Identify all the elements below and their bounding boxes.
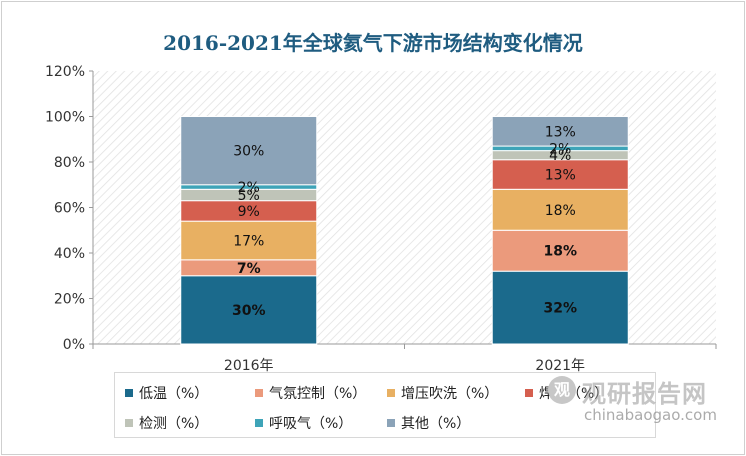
legend-label: 呼吸气（%）: [269, 416, 353, 432]
y-tick-label: 120%: [45, 64, 85, 80]
legend-label: 增压吹洗（%）: [401, 386, 499, 402]
legend-item: 增压吹洗（%）: [387, 383, 498, 403]
bar-segment: [180, 220, 318, 261]
x-tick-label: 2016年: [224, 358, 274, 374]
data-label: 13%: [545, 124, 576, 140]
data-label: 2%: [238, 180, 260, 196]
legend-swatch: [125, 419, 133, 427]
legend-label: 其他（%）: [401, 416, 471, 432]
legend-item: 气氛控制（%）: [255, 383, 366, 403]
data-label: 18%: [543, 244, 577, 260]
data-label: 13%: [545, 168, 576, 184]
legend-label: 气氛控制（%）: [269, 386, 367, 402]
data-label: 30%: [232, 303, 266, 319]
legend: 低温（%） 气氛控制（%） 增压吹洗（%） 焊接（%） 检测（%） 呼吸气（%） 其他（%）: [114, 372, 656, 438]
legend-swatch: [387, 419, 395, 427]
x-tick-label: 2021年: [535, 358, 585, 374]
bar-segment: [491, 188, 629, 231]
legend-swatch: [255, 419, 263, 427]
legend-item: 其他（%）: [387, 413, 470, 433]
legend-item: 呼吸气（%）: [255, 413, 352, 433]
y-tick-label: 20%: [54, 292, 85, 308]
bar-segment: [491, 229, 629, 272]
data-label: 9%: [238, 204, 260, 220]
bar-segment: [491, 116, 629, 147]
legend-swatch: [125, 389, 133, 397]
data-label: 30%: [233, 144, 264, 160]
legend-item: 低温（%）: [125, 383, 208, 403]
bar-segment: [491, 159, 629, 190]
data-label: 32%: [543, 301, 577, 317]
data-label: 5%: [238, 188, 260, 204]
y-tick-label: 100%: [45, 110, 85, 126]
legend-label: 低温（%）: [139, 386, 209, 402]
data-label: 2%: [549, 141, 571, 157]
y-tick-label: 40%: [54, 246, 85, 262]
y-tick-label: 80%: [54, 155, 85, 171]
data-label: 17%: [233, 233, 264, 249]
data-label: 18%: [545, 203, 576, 219]
y-tick-label: 60%: [54, 201, 85, 217]
legend-swatch: [255, 389, 263, 397]
legend-item: 焊接（%）: [525, 383, 608, 403]
legend-item: 检测（%）: [125, 413, 208, 433]
data-label: 4%: [549, 148, 571, 164]
legend-label: 检测（%）: [139, 416, 209, 432]
legend-label: 焊接（%）: [539, 386, 609, 402]
legend-swatch: [525, 389, 533, 397]
chart-title: 2016-2021年全球氦气下游市场结构变化情况: [163, 31, 583, 55]
legend-swatch: [387, 389, 395, 397]
data-label: 7%: [237, 261, 261, 277]
y-tick-label: 0%: [63, 337, 85, 353]
bar-segment: [180, 116, 318, 186]
